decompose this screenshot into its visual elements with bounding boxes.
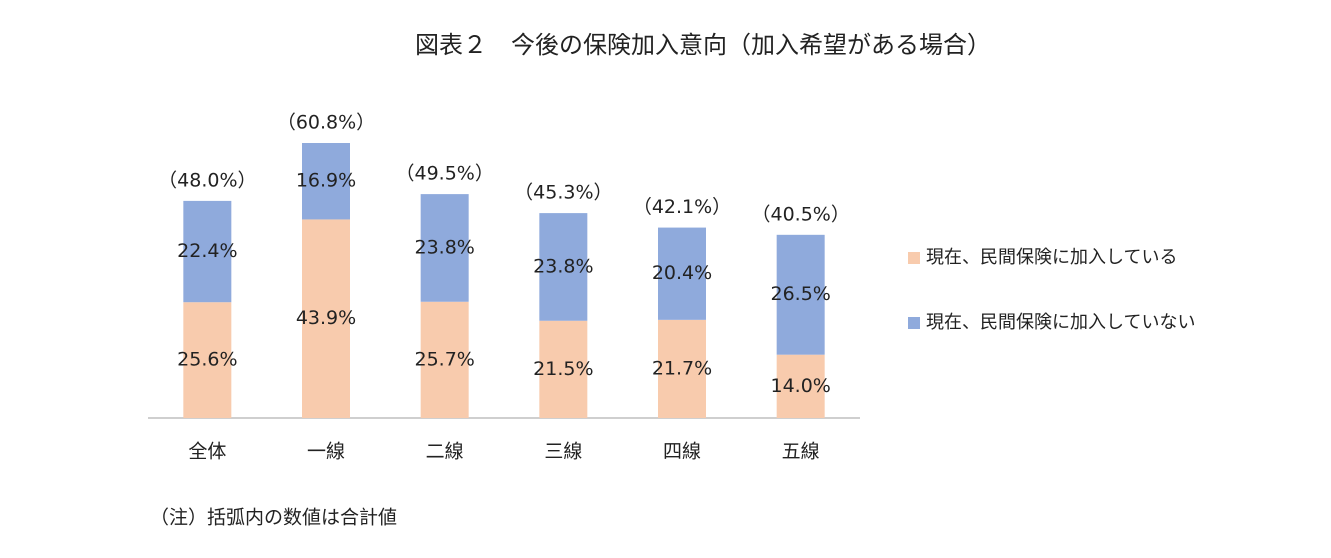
value-label: 25.6% — [177, 349, 237, 371]
x-tick-label: 四線 — [663, 441, 701, 463]
x-tick-label: 全体 — [188, 441, 226, 463]
x-tick-label: 一線 — [307, 441, 345, 463]
bar-segment — [658, 319, 706, 418]
value-label: 22.4% — [177, 240, 237, 262]
legend-label: 現在、民間保険に加入している — [926, 247, 1177, 268]
value-label: 25.7% — [414, 348, 474, 370]
legend-label: 現在、民間保険に加入していない — [926, 312, 1195, 333]
bar-segment — [776, 354, 825, 418]
legend-swatch — [908, 317, 920, 329]
value-label: 21.5% — [533, 358, 593, 380]
bar-segment — [420, 194, 469, 302]
bar-segment — [302, 143, 350, 220]
bar-segment — [539, 320, 588, 418]
x-tick-label: 五線 — [782, 441, 820, 463]
bar-segment — [420, 301, 469, 418]
total-label: （42.1%） — [633, 196, 731, 218]
value-label: 21.7% — [652, 357, 712, 379]
value-label: 43.9% — [296, 307, 356, 329]
value-label: 14.0% — [770, 375, 830, 397]
total-label: （40.5%） — [751, 203, 849, 225]
value-label: 23.8% — [533, 255, 593, 277]
legend-swatch — [908, 252, 920, 264]
value-label: 20.4% — [652, 262, 712, 284]
bar-segment — [658, 227, 706, 320]
bar-segment — [539, 213, 588, 321]
total-label: （49.5%） — [395, 163, 493, 185]
value-label: 23.8% — [414, 236, 474, 258]
total-label: （45.3%） — [514, 182, 612, 204]
total-label: （60.8%） — [277, 112, 375, 134]
chart-note: （注）括弧内の数値は合計値 — [150, 507, 397, 529]
bar-segment — [302, 219, 350, 418]
chart-title: 図表２ 今後の保険加入意向（加入希望がある場合） — [415, 31, 991, 59]
bar-segment — [776, 234, 825, 355]
x-tick-label: 三線 — [544, 441, 582, 463]
x-tick-label: 二線 — [426, 441, 464, 463]
value-label: 16.9% — [296, 170, 356, 192]
bar-segment — [183, 200, 232, 303]
value-label: 26.5% — [770, 283, 830, 305]
total-label: （48.0%） — [158, 169, 256, 191]
bar-segment — [183, 302, 232, 418]
